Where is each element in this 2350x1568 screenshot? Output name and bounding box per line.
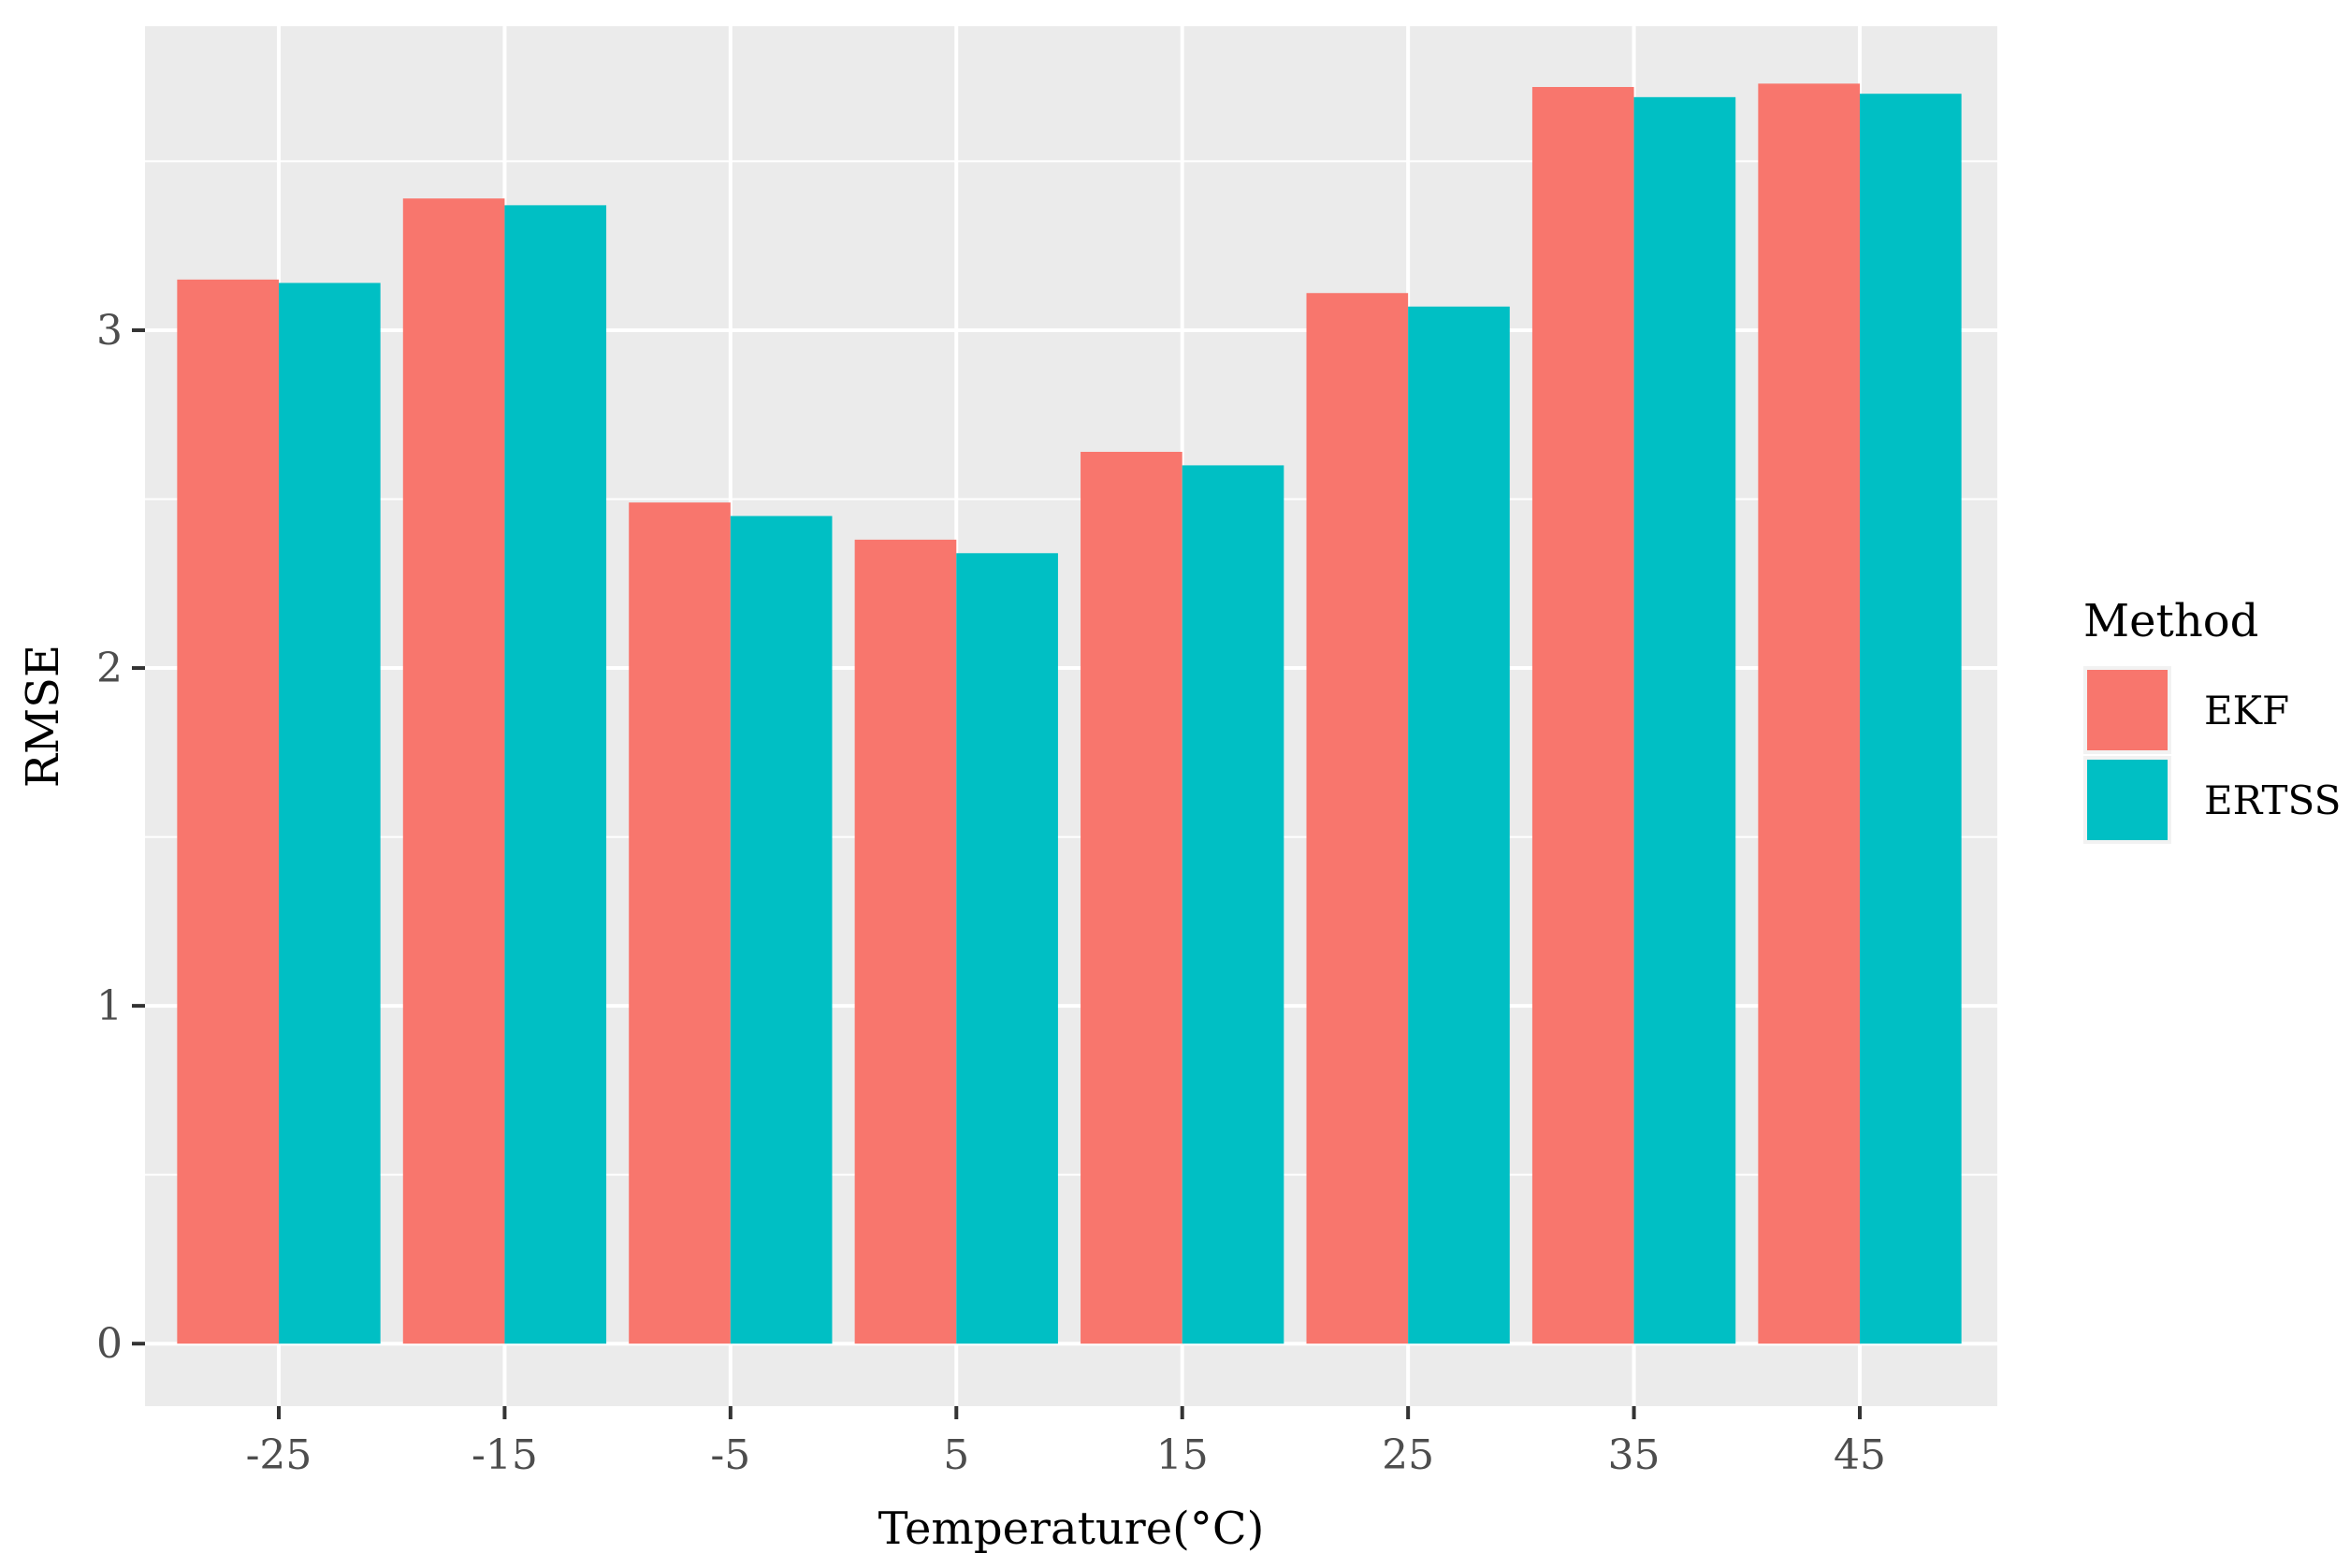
x-tick-label: -15 (471, 1431, 538, 1479)
bar-ertss-35 (1633, 96, 1736, 1344)
bar-ertss-45 (1860, 94, 1962, 1344)
bars (177, 83, 1962, 1344)
x-tick-label: 25 (1382, 1431, 1434, 1479)
y-axis-title: RMSE (17, 645, 69, 788)
bar-ekf--5 (629, 502, 731, 1344)
bar-ekf-15 (1081, 451, 1182, 1344)
x-tick-label: 15 (1156, 1431, 1209, 1479)
x-axis: -25 -15 -5 5 15 25 35 45 (246, 1406, 1886, 1479)
legend-title: Method (2083, 595, 2258, 647)
legend-label-ertss: ERTSS (2204, 777, 2341, 823)
y-tick-label: 2 (96, 645, 123, 692)
y-tick-label: 0 (96, 1320, 123, 1368)
bar-ekf-45 (1758, 83, 1860, 1344)
bar-ekf-5 (854, 539, 957, 1344)
y-tick-label: 3 (96, 307, 123, 355)
legend-key-ertss (2087, 760, 2168, 840)
x-axis-title: Temperature(°C) (878, 1503, 1265, 1555)
bar-ekf--15 (402, 198, 505, 1344)
bar-ertss-25 (1408, 306, 1510, 1344)
legend: Method EKF ERTSS (2083, 595, 2341, 844)
bar-ertss--15 (504, 205, 607, 1344)
y-axis: 0 1 2 3 (96, 307, 145, 1368)
legend-label-ekf: EKF (2204, 688, 2289, 733)
bar-ekf--25 (177, 279, 279, 1344)
bar-ertss-15 (1182, 465, 1284, 1344)
x-tick-label: 45 (1834, 1431, 1886, 1479)
x-tick-label: -25 (246, 1431, 312, 1479)
bar-ertss--25 (279, 283, 381, 1344)
bar-ekf-25 (1306, 293, 1409, 1344)
x-tick-label: -5 (710, 1431, 750, 1479)
bar-ekf-35 (1531, 86, 1634, 1344)
x-tick-label: 35 (1608, 1431, 1661, 1479)
legend-key-ekf (2087, 670, 2168, 750)
bar-ertss-5 (956, 553, 1058, 1344)
y-tick-label: 1 (96, 982, 123, 1030)
bar-ertss--5 (730, 515, 833, 1344)
x-tick-label: 5 (943, 1431, 969, 1479)
